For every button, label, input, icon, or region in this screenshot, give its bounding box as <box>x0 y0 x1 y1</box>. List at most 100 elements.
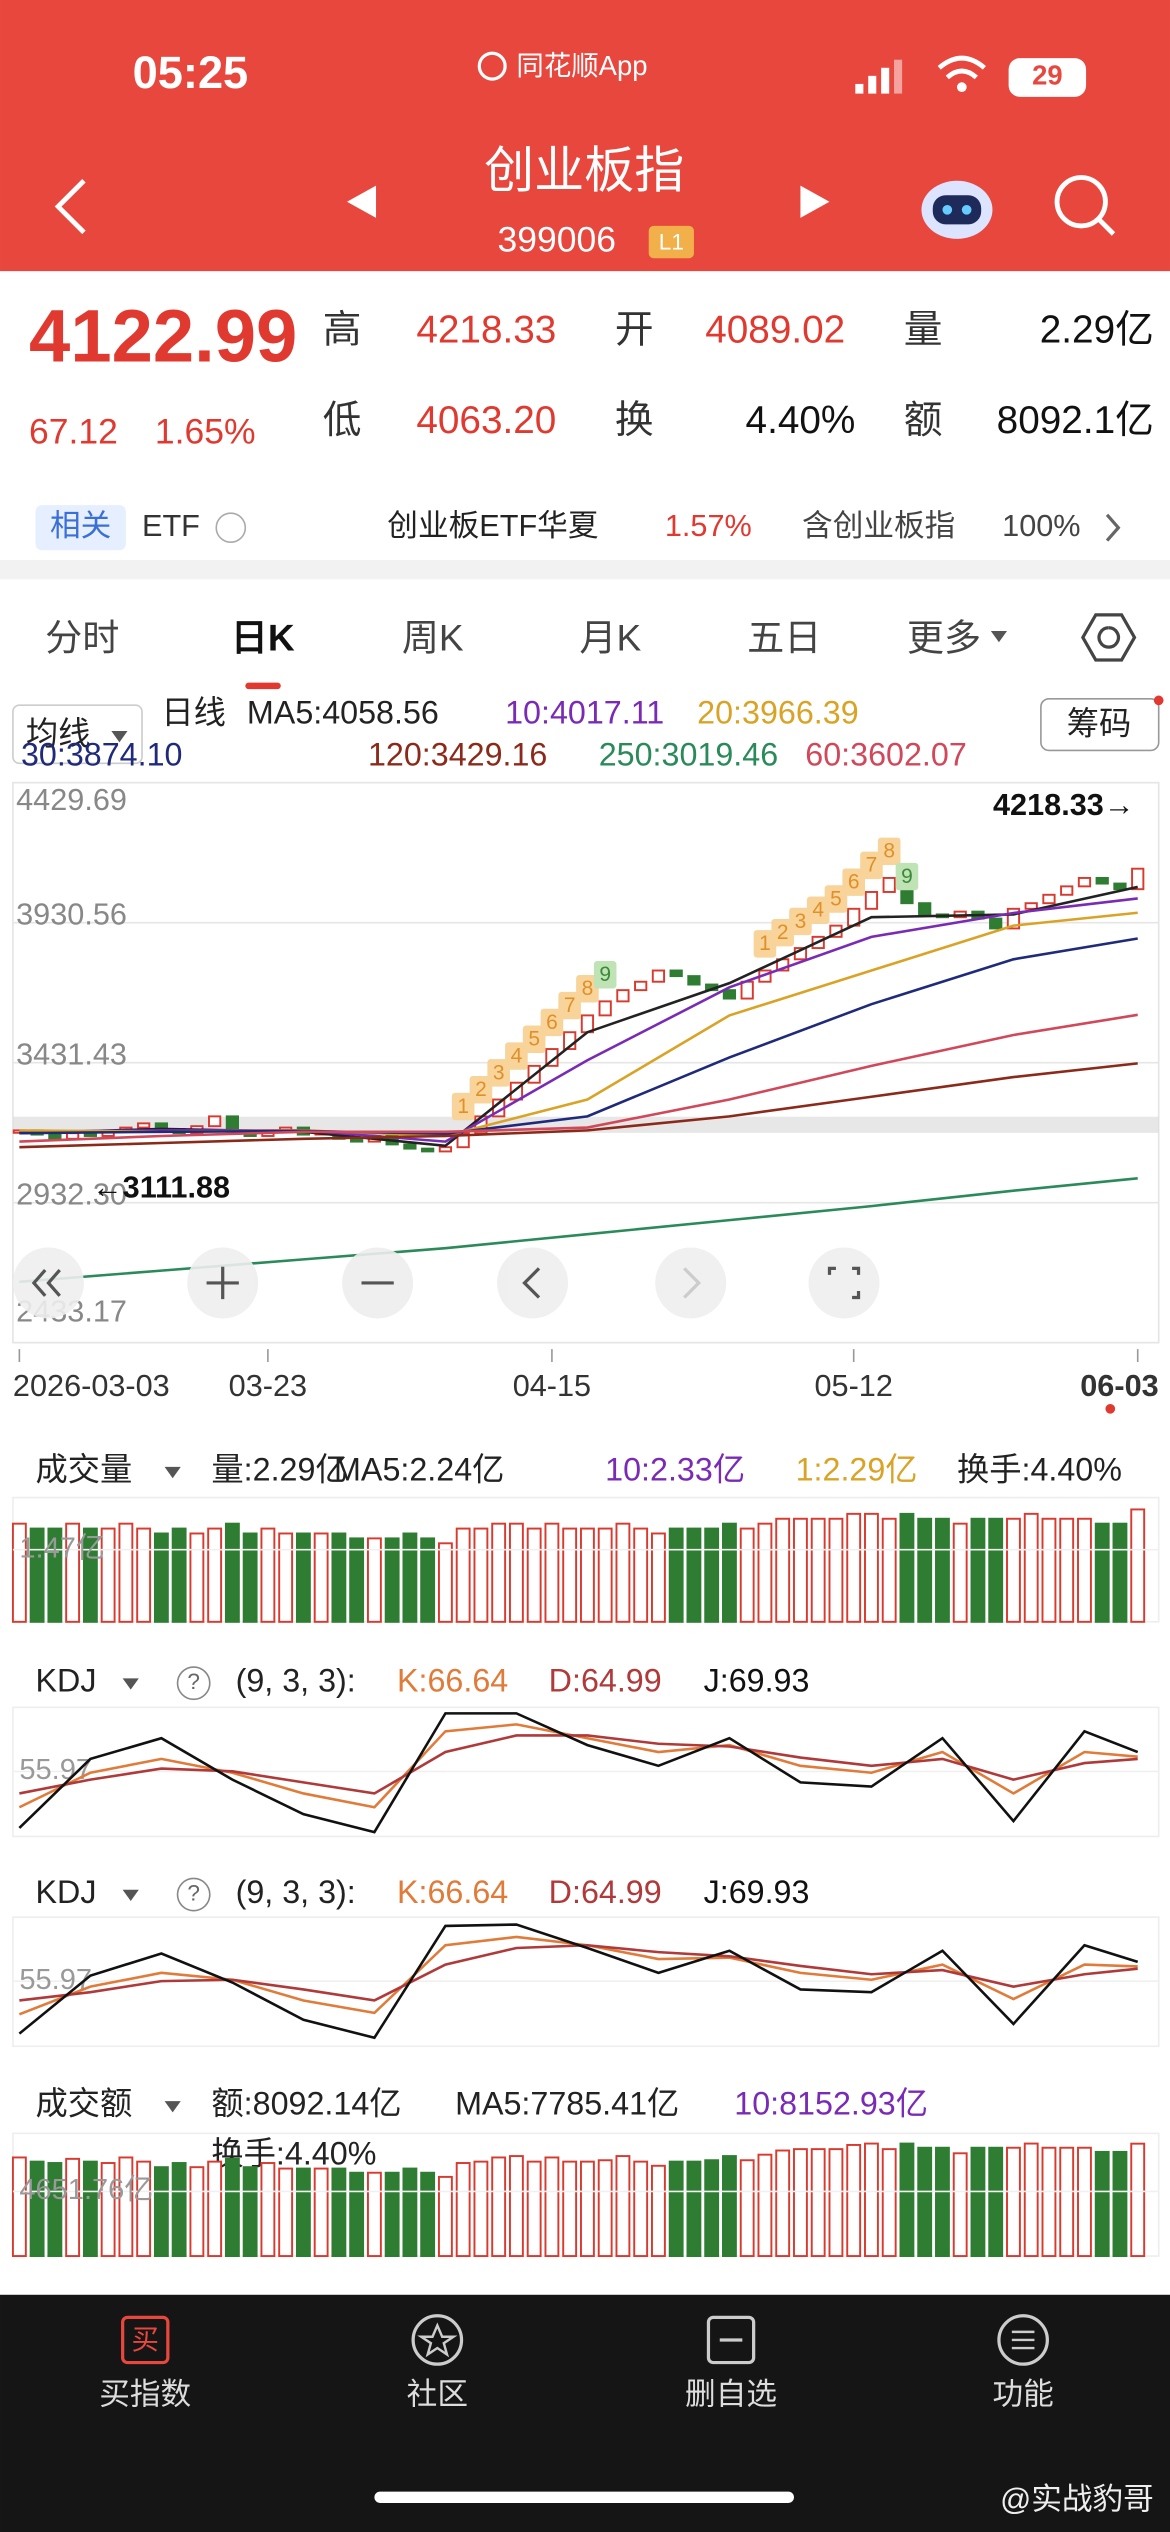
high-note: 4218.33→ <box>993 788 1134 822</box>
bar <box>1130 1508 1146 1623</box>
bar <box>793 1517 808 1623</box>
nav-label[interactable]: 功能 <box>992 2378 1053 2412</box>
bar <box>402 1532 418 1623</box>
related-more[interactable] <box>1105 513 1121 542</box>
candle <box>669 969 683 978</box>
tab[interactable]: 周K <box>402 616 464 658</box>
tab[interactable]: 月K <box>579 616 641 658</box>
bar <box>722 2155 737 2258</box>
bar <box>899 2142 915 2258</box>
bar <box>988 2146 1004 2258</box>
control-fullscreen[interactable] <box>808 1247 880 1319</box>
more-caret <box>990 630 1007 643</box>
bar <box>1059 1517 1075 1623</box>
td-label: 7 <box>866 854 878 877</box>
app-icon <box>477 51 507 81</box>
tab[interactable]: 日K <box>231 616 295 658</box>
tab[interactable]: 五日 <box>747 616 821 658</box>
amount-legend: 10:8152.93亿 <box>734 2085 928 2121</box>
bar <box>366 2171 382 2258</box>
candle <box>918 902 932 916</box>
bar <box>775 1517 791 1623</box>
candle <box>989 917 1003 930</box>
level-text: L1 <box>659 230 684 255</box>
bar <box>1094 1522 1110 1623</box>
fund-pct: 1.57% <box>665 509 752 543</box>
bar <box>828 1517 844 1623</box>
panel-selector[interactable]: 成交量 <box>36 1451 133 1487</box>
kdj-legend: J:69.93 <box>704 1874 810 1910</box>
ma-legend: 60:3602.07 <box>805 736 967 772</box>
next-button[interactable] <box>800 185 830 218</box>
tab[interactable]: 分时 <box>45 616 119 658</box>
bar <box>668 1527 684 1623</box>
kdj-line <box>18 1923 1139 2040</box>
bar <box>935 2146 950 2258</box>
prev-button[interactable] <box>346 185 377 218</box>
candle <box>598 1000 612 1017</box>
bar <box>295 1532 311 1623</box>
bar <box>242 1532 258 1623</box>
bar <box>189 2166 205 2258</box>
contains-label: 含创业板指 <box>802 509 955 543</box>
td-label: 9 <box>599 963 611 986</box>
nav-func-icon[interactable] <box>997 2314 1049 2366</box>
bar <box>331 2167 347 2258</box>
nav-watch-icon[interactable] <box>706 2315 756 2365</box>
bar <box>278 1532 294 1623</box>
tab[interactable]: 更多 <box>907 616 981 658</box>
bar <box>704 2159 720 2258</box>
candle <box>1060 885 1074 896</box>
nav-label[interactable]: 删自选 <box>685 2378 777 2412</box>
panel-selector[interactable]: 成交额 <box>36 2085 133 2121</box>
price: 4122.99 <box>29 295 297 378</box>
robot-icon[interactable] <box>921 180 993 239</box>
ma-selector[interactable]: 均线 <box>26 715 91 751</box>
bar <box>899 1512 915 1623</box>
control-prev[interactable] <box>497 1247 569 1319</box>
settings-button[interactable] <box>1080 613 1137 662</box>
bar <box>1130 2142 1146 2258</box>
bar <box>82 2160 98 2258</box>
nav-buy-icon[interactable] <box>121 2315 170 2365</box>
bar <box>1112 1522 1128 1623</box>
etf-help[interactable] <box>215 512 247 544</box>
bar <box>970 2146 986 2258</box>
kdj-params: (9, 3, 3): <box>236 1663 356 1699</box>
search-button[interactable] <box>1054 175 1116 236</box>
bar <box>722 1522 737 1623</box>
bar <box>544 1522 560 1623</box>
volume-label: 量 <box>904 309 943 352</box>
bar <box>970 1517 986 1623</box>
bar <box>100 1527 116 1623</box>
status-app: 同花顺App <box>516 50 647 81</box>
ma-legend: MA5:4058.56 <box>247 694 439 730</box>
bar <box>47 2162 63 2258</box>
panel-selector[interactable]: KDJ <box>36 1874 97 1910</box>
control-next[interactable] <box>655 1247 727 1319</box>
ma-line <box>19 911 1138 1138</box>
low: 4063.20 <box>416 399 556 442</box>
x-tick-label: 03-23 <box>229 1369 307 1403</box>
candle <box>740 980 754 1000</box>
open: 4089.02 <box>705 309 845 352</box>
ma-legend: 30:3874.10 <box>21 736 183 772</box>
td-badge <box>877 837 901 866</box>
nav-label[interactable]: 社区 <box>407 2378 468 2412</box>
candle <box>1131 867 1145 891</box>
bar <box>420 2171 436 2258</box>
back-button[interactable] <box>54 179 86 235</box>
panel-selector[interactable]: KDJ <box>36 1663 97 1699</box>
bar <box>704 1527 720 1623</box>
fund-name[interactable]: 创业板ETF华夏 <box>387 509 598 543</box>
chips-text[interactable]: 筹码 <box>1067 706 1132 742</box>
chips-button[interactable] <box>1040 697 1160 752</box>
candle <box>403 1143 417 1150</box>
nav-label[interactable]: 买指数 <box>99 2378 191 2412</box>
bar <box>349 1537 365 1623</box>
bar <box>686 1527 702 1623</box>
ma-selector-box[interactable] <box>12 704 143 765</box>
nav-community-icon[interactable] <box>411 2314 464 2366</box>
td-label: 5 <box>830 887 842 910</box>
bar <box>864 2142 879 2258</box>
